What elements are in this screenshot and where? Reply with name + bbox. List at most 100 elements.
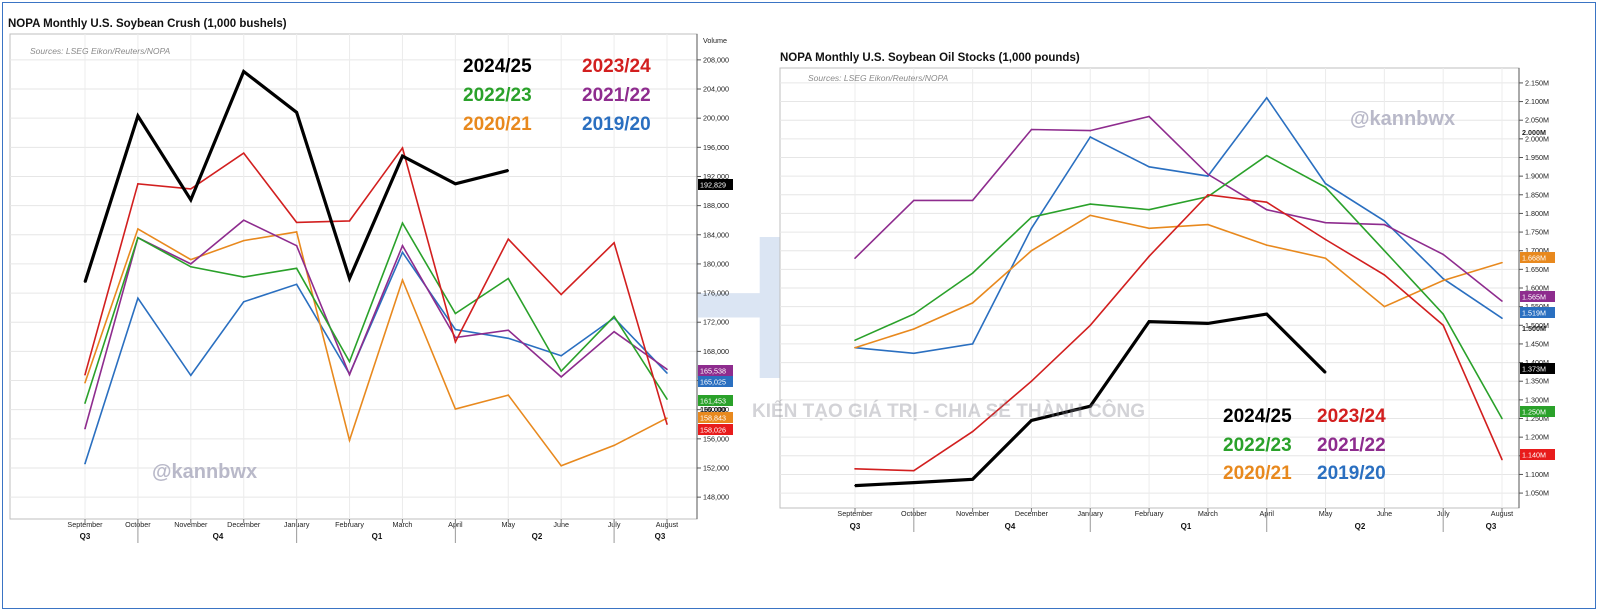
data-point-2020-21: [84, 381, 86, 384]
data-point-2023-24: [913, 469, 915, 472]
data-point-2023-24: [401, 147, 404, 149]
data-point-2021-22: [1265, 208, 1268, 211]
chart-source: Sources: LSEG Eikon/Reuters/NOPA: [30, 46, 170, 56]
x-tick-label-september: September: [837, 509, 873, 518]
data-point-2023-24: [242, 152, 245, 154]
data-point-2021-22: [854, 257, 856, 259]
data-point-2021-22: [560, 376, 562, 378]
data-point-2020-21: [560, 464, 562, 467]
data-point-2021-22: [401, 244, 404, 247]
data-point-2022-23: [1148, 208, 1150, 211]
y-tick-label: 1.900M: [1525, 172, 1549, 181]
data-point-2019-20: [1207, 175, 1209, 177]
end-value-tag-bg: [698, 365, 733, 376]
quarter-label-q2: Q2: [1355, 522, 1366, 531]
series-line-2021-22: [854, 115, 1503, 302]
chart-source: Sources: LSEG Eikon/Reuters/NOPA: [808, 73, 948, 83]
chart-title: NOPA Monthly U.S. Soybean Crush (1,000 b…: [8, 18, 287, 30]
data-point-2024-25: [348, 277, 351, 280]
end-value-tag-bg: [1520, 291, 1555, 302]
data-point-2021-22: [971, 199, 974, 202]
data-point-2022-23: [1501, 417, 1503, 420]
y-tick-label: 1.450M: [1525, 339, 1549, 348]
data-point-2022-23: [295, 267, 298, 270]
y-tick-label: 1.500M: [1525, 321, 1549, 330]
data-point-2023-24: [666, 423, 668, 425]
data-point-2024-25: [190, 198, 192, 201]
data-point-2019-20: [507, 337, 510, 340]
data-point-2024-25: [913, 481, 915, 484]
data-point-2023-24: [613, 241, 615, 244]
data-point-2024-25: [84, 281, 86, 283]
brand-slogan-text: KIẾN TẠO GIÁ TRỊ - CHIA SẺ THÀNH CÔNG: [752, 400, 1145, 422]
x-tick-label-june: June: [1377, 509, 1393, 518]
y-tick-label: 204,000: [703, 85, 729, 94]
y-tick-label: 192,000: [703, 172, 729, 181]
end-value-tag-bg: [698, 412, 733, 423]
y-tick-label: 208,000: [703, 55, 729, 64]
data-point-2020-21: [507, 394, 510, 396]
end-value-tag: 1.565M: [1522, 293, 1546, 302]
data-point-2024-25: [1207, 322, 1209, 325]
data-point-2023-24: [454, 341, 457, 343]
data-point-2021-22: [1383, 223, 1386, 226]
quarter-label-q3: Q3: [850, 522, 861, 531]
end-value-tag-bg: [1520, 406, 1555, 417]
oil-stocks-chart: 1.050M1.100M1.150M1.200M1.250M1.300M1.35…: [779, 52, 1555, 532]
data-point-2020-21: [242, 239, 245, 242]
data-point-2019-20: [1383, 220, 1386, 222]
series-line-2022-23: [854, 154, 1503, 419]
legend-entry-2023-24: 2023/24: [582, 56, 651, 77]
data-point-2021-22: [84, 427, 86, 430]
quarter-label-q4: Q4: [213, 532, 224, 541]
data-point-2020-21: [1089, 214, 1092, 217]
data-point-2021-22: [1089, 129, 1092, 132]
data-point-2020-21: [1501, 261, 1503, 264]
y-tick-label: 160,000: [703, 405, 729, 414]
data-point-2020-21: [1207, 223, 1209, 226]
data-point-2019-20: [1265, 97, 1268, 99]
data-point-2021-22: [1030, 128, 1033, 131]
watermark-handle: @kannbwx: [152, 461, 257, 483]
data-point-2019-20: [137, 297, 139, 299]
data-point-2020-21: [1030, 249, 1033, 252]
data-point-2022-23: [1324, 186, 1327, 189]
y-tick-label: 1.800M: [1525, 209, 1549, 218]
data-point-2020-21: [137, 228, 139, 230]
crush-chart: 148,000152,000156,000160,000164,000168,0…: [8, 18, 733, 543]
data-point-2024-25: [1089, 405, 1092, 408]
data-point-2021-22: [507, 329, 510, 332]
data-point-2023-24: [190, 188, 192, 190]
data-point-2020-21: [1442, 279, 1444, 282]
data-point-2022-23: [1442, 313, 1444, 315]
y-tick-label: 200,000: [703, 114, 729, 123]
legend-entry-2019-20: 2019/20: [1317, 463, 1386, 484]
data-point-2021-22: [1442, 253, 1444, 256]
series-line-2019-20: [84, 250, 668, 464]
end-value-tag: 158,026: [700, 426, 726, 435]
legend-entry-2023-24: 2023/24: [1317, 406, 1386, 427]
legend-entry-2019-20: 2019/20: [582, 114, 651, 135]
data-point-2024-25: [1324, 371, 1327, 374]
y-tick-label: 1.600M: [1525, 284, 1549, 293]
quarter-label-q4: Q4: [1005, 522, 1016, 531]
data-point-2023-24: [1030, 380, 1033, 383]
data-point-2021-22: [190, 263, 192, 265]
y-tick-label: 152,000: [703, 463, 729, 472]
data-point-2024-25: [1030, 419, 1033, 422]
legend-entry-2024-25: 2024/25: [1223, 406, 1292, 427]
data-point-2019-20: [1030, 227, 1033, 230]
data-point-2022-23: [507, 277, 510, 280]
data-point-2020-21: [913, 328, 915, 330]
data-point-2022-23: [84, 402, 86, 404]
y-tick-label: 184,000: [703, 230, 729, 239]
y-tick-label: 1.850M: [1525, 190, 1549, 199]
data-point-2020-21: [613, 444, 615, 447]
data-point-2022-23: [560, 370, 562, 372]
y-tick-label: 1.700M: [1525, 246, 1549, 255]
data-point-2019-20: [1501, 317, 1503, 320]
x-tick-label-november: November: [956, 509, 990, 518]
data-point-2021-22: [1148, 115, 1150, 118]
y-tick-label: 156,000: [703, 434, 729, 443]
